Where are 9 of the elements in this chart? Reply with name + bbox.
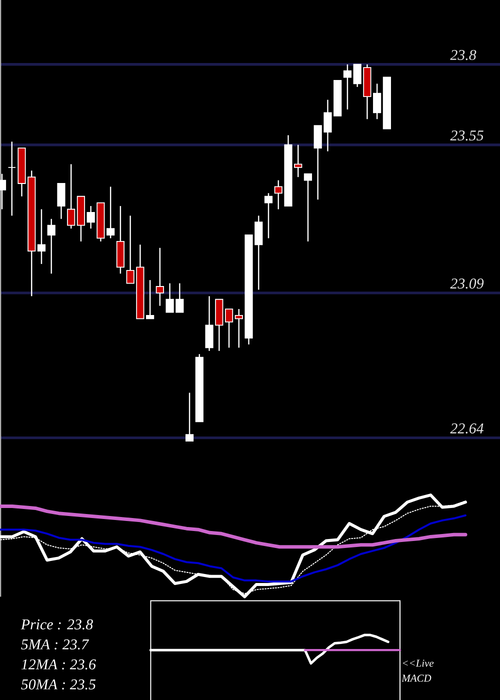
y-tick-label: 22.64 (450, 423, 484, 434)
text: 5MA : 23.7 (21, 639, 90, 650)
y-tick-label: 23.09 (450, 278, 484, 289)
y-tick-label: 23.8 (450, 50, 476, 60)
y-tick-label: 23.55 (450, 130, 484, 141)
text: 50MA : 23.5 (21, 679, 96, 690)
text: 12MA : 23.6 (21, 659, 96, 670)
annotation: <<Live MACD (402, 660, 434, 682)
text: Price : 23.8 (20, 619, 93, 630)
